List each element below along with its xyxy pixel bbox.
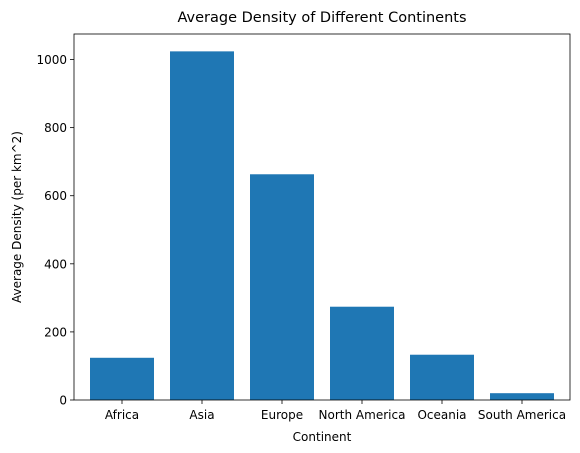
x-tick-label: Africa — [105, 408, 139, 422]
bar-europe — [250, 174, 314, 400]
y-tick-label: 1000 — [36, 53, 67, 67]
x-tick-label: North America — [319, 408, 406, 422]
y-tick-label: 200 — [44, 325, 67, 339]
x-tick-label: Asia — [189, 408, 214, 422]
bar-africa — [90, 358, 154, 400]
y-tick-label: 0 — [59, 394, 67, 408]
x-tick-label: Oceania — [417, 408, 466, 422]
y-axis-ticks: 0 200 400 600 800 1000 — [36, 53, 74, 407]
x-axis-ticks: Africa Asia Europe North America Oceania Sout… — [105, 400, 566, 422]
x-tick-label: South America — [478, 408, 566, 422]
plot-frame — [74, 34, 570, 400]
x-axis-label: Continent — [293, 430, 352, 444]
chart-title: Average Density of Different Continents — [177, 10, 466, 26]
y-axis-label: Average Density (per km^2) — [10, 131, 24, 303]
y-tick-label: 600 — [44, 189, 67, 203]
bar-asia — [170, 51, 234, 400]
bar-south-america — [490, 393, 554, 400]
x-tick-label: Europe — [261, 408, 303, 422]
bar-north-america — [330, 307, 394, 400]
y-tick-label: 400 — [44, 257, 67, 271]
bars-group — [90, 51, 554, 400]
bar-oceania — [410, 355, 474, 400]
y-tick-label: 800 — [44, 121, 67, 135]
